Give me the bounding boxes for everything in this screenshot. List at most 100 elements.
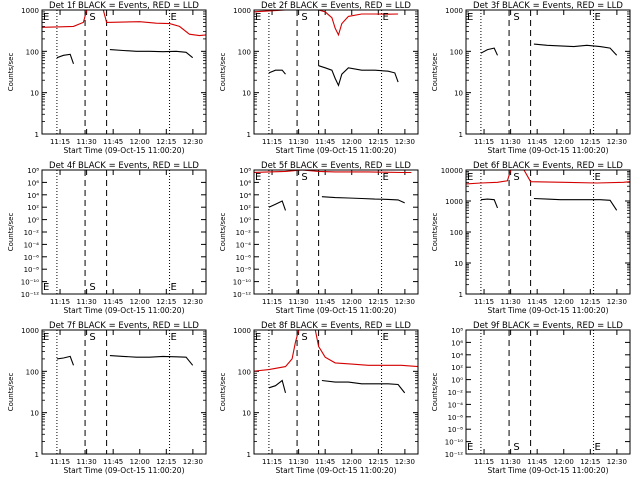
marker-label-e: E [595,172,601,183]
panel-title: Det 2f BLACK = Events, RED = LLD [261,1,411,11]
x-tick-label: 12:00 [554,298,574,306]
y-tick-label: 10⁶ [451,339,463,347]
y-tick-label: 10⁸ [27,167,39,175]
events-series-line [533,197,618,211]
x-tick-label: 12:15 [580,298,600,306]
marker-label-start-edge: E [255,172,261,183]
events-series-line [56,355,75,366]
y-tick-label: 10⁻¹² [445,451,463,459]
x-tick-label: 12:15 [580,458,600,466]
marker-label-start-edge: E [255,332,261,343]
y-axis-label: Counts/sec [7,373,15,412]
panel-title: Det 3f BLACK = Events, RED = LLD [473,1,623,11]
marker-label-s: S [89,12,95,23]
x-tick-label: 11:30 [289,298,309,306]
x-tick-label: 12:15 [368,138,388,146]
marker-label-e: E [171,282,177,293]
events-series-line [109,355,194,366]
events-series-line [318,65,399,87]
lld-series-line [466,170,630,185]
x-axis-label: Start Time (09-Oct-15 11:00:20) [487,306,608,315]
x-tick-label: 12:30 [183,298,203,306]
y-tick-label: 10² [239,204,251,212]
x-axis-label: Start Time (09-Oct-15 11:00:20) [63,306,184,315]
y-tick-label: 100 [238,48,251,56]
marker-label-s: S [513,442,519,453]
lld-series-line [42,10,206,37]
x-tick-label: 12:00 [342,138,362,146]
panel-title: Det 7f BLACK = Events, RED = LLD [49,321,199,331]
y-tick-label: 10⁻¹² [233,291,251,299]
x-tick-label: 11:45 [315,458,335,466]
y-tick-label: 10 [454,90,463,98]
plot-area [480,43,618,56]
lld-series-line [254,10,399,37]
panel-frame [41,169,207,295]
x-tick-label: 11:30 [501,138,521,146]
plot-area [466,170,630,211]
marker-label-s: S [301,332,307,343]
panel-frame [253,329,419,455]
marker-label-start-edge: E [43,12,49,23]
x-tick-label: 12:30 [183,458,203,466]
y-tick-label: 10⁰ [239,217,251,225]
x-tick-label: 12:30 [607,138,627,146]
y-tick-label: 10⁰ [27,217,39,225]
y-tick-label: 1000 [445,198,463,206]
x-tick-label: 11:15 [50,298,70,306]
events-series-line [321,379,406,394]
x-tick-label: 11:15 [262,458,282,466]
y-tick-label: 1 [35,451,39,459]
events-series-line [109,49,194,59]
x-tick-label: 11:15 [50,138,70,146]
plot-area [254,330,418,394]
y-tick-label: 10⁴ [451,352,463,360]
x-tick-label: 11:15 [474,298,494,306]
marker-label-s: S [513,172,519,183]
y-tick-label: 1000 [21,7,39,15]
panel-title: Det 8f BLACK = Events, RED = LLD [261,321,411,331]
x-tick-label: 11:45 [527,458,547,466]
y-tick-label: 10⁻⁴ [236,241,252,249]
x-tick-label: 12:00 [130,138,150,146]
y-tick-label: 10000 [441,167,463,175]
y-tick-label: 10⁻² [236,229,252,237]
events-series-line [533,43,618,56]
panel-title: Det 1f BLACK = Events, RED = LLD [49,1,199,11]
y-tick-label: 10 [30,90,39,98]
detector-panel: Det 3f BLACK = Events, RED = LLD 1 10 100 10… [431,1,631,155]
events-series-line [56,53,75,64]
y-tick-label: 10 [242,90,251,98]
marker-label-start-edge: E [467,172,473,183]
y-tick-label: 10⁻⁶ [236,254,252,262]
y-tick-label: 10⁴ [239,192,251,200]
x-tick-label: 11:30 [289,138,309,146]
y-tick-label: 100 [238,368,251,376]
marker-label-e: E [383,332,389,343]
y-axis-label: Counts/sec [219,53,227,92]
x-tick-label: 12:30 [395,458,415,466]
detector-panel: Det 7f BLACK = Events, RED = LLD 1 10 100 10… [7,321,207,475]
y-tick-label: 10⁻¹⁰ [21,279,39,287]
x-tick-label: 11:45 [103,458,123,466]
x-tick-label: 11:30 [289,458,309,466]
lld-series-line [254,330,418,372]
marker-label-e: E [171,12,177,23]
x-tick-label: 12:30 [183,138,203,146]
panel-title: Det 9f BLACK = Events, RED = LLD [473,321,623,331]
x-tick-label: 11:45 [103,138,123,146]
y-tick-label: 10⁰ [451,377,463,385]
y-tick-label: 1 [247,451,251,459]
x-tick-label: 12:15 [156,138,176,146]
x-tick-label: 12:00 [554,458,574,466]
x-axis-label: Start Time (09-Oct-15 11:00:20) [275,146,396,155]
panel-title: Det 5f BLACK = Events, RED = LLD [261,161,411,171]
marker-label-s: S [301,12,307,23]
y-tick-label: 10 [242,410,251,418]
x-tick-label: 12:30 [607,298,627,306]
x-tick-label: 12:00 [342,298,362,306]
marker-label-e: E [171,332,177,343]
marker-label-s: S [89,282,95,293]
y-tick-label: 10⁻⁸ [448,426,464,434]
x-axis-label: Start Time (09-Oct-15 11:00:20) [275,466,396,475]
